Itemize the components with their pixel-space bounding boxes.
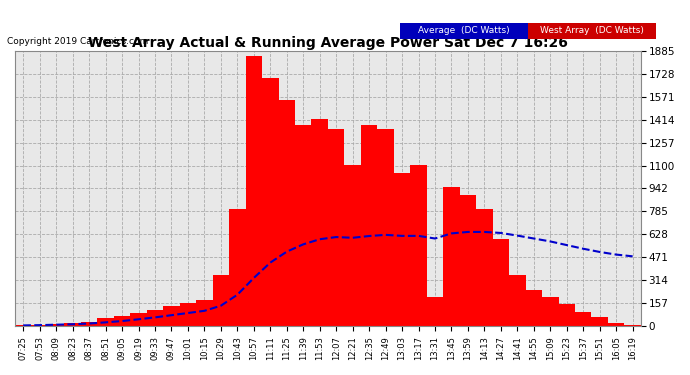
Text: Copyright 2019 Cartronics.com: Copyright 2019 Cartronics.com [7,38,148,46]
Bar [164,306,179,326]
Bar [394,173,411,326]
Bar [48,324,64,326]
Bar [493,238,509,326]
Bar [575,312,591,326]
Bar [179,303,196,326]
Bar [147,310,164,326]
Bar [411,165,426,326]
Bar [591,317,608,326]
Bar [32,325,48,326]
Bar [460,195,476,326]
Bar [377,129,394,326]
Bar [344,165,361,326]
Bar [114,316,130,326]
Bar [526,290,542,326]
Text: Average  (DC Watts): Average (DC Watts) [418,26,510,36]
Bar [311,119,328,326]
Bar [229,209,246,326]
Bar [81,322,97,326]
Bar [558,304,575,326]
Bar [97,318,114,326]
Bar [509,275,526,326]
Bar [130,313,147,326]
Bar [542,297,558,326]
Bar [361,124,377,326]
Bar [64,323,81,326]
Text: West Array  (DC Watts): West Array (DC Watts) [540,26,644,36]
Bar [279,100,295,326]
Bar [443,188,460,326]
Bar [328,129,344,326]
Title: West Array Actual & Running Average Power Sat Dec 7 16:26: West Array Actual & Running Average Powe… [88,36,568,50]
Bar [295,124,311,326]
Bar [608,323,624,326]
Bar [426,297,443,326]
Bar [246,56,262,326]
Bar [213,275,229,326]
Bar [196,300,213,326]
Bar [262,78,279,326]
Bar [476,209,493,326]
